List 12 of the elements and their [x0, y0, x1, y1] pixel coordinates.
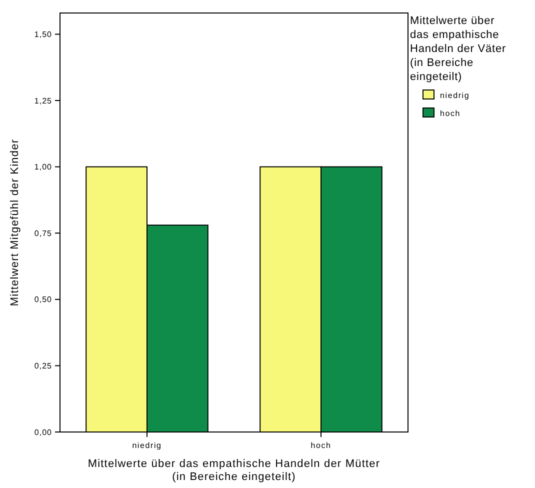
y-tick-label: 0,25 [34, 362, 52, 371]
y-tick-label: 0,75 [34, 228, 52, 238]
y-tick-label: 0,50 [34, 295, 52, 304]
y-tick-label: 1,50 [34, 30, 52, 40]
legend-label: niedrig [440, 91, 470, 100]
legend-title: Mittelwerte über das empathische Handeln der Väter (in Bereiche eingeteilt) [410, 15, 506, 83]
y-tick-label: 1,00 [34, 162, 52, 172]
y-tick-label: 0,00 [34, 428, 52, 437]
legend-label: hoch [440, 109, 461, 118]
y-tick-label: 1,25 [34, 96, 52, 106]
x-axis-title: Mittelwerte über das empathische Handeln der Mütter (in Bereiche eingeteilt) [88, 458, 380, 483]
y-axis-title: Mittelwert Mitgefühl der Kinder [9, 138, 21, 306]
